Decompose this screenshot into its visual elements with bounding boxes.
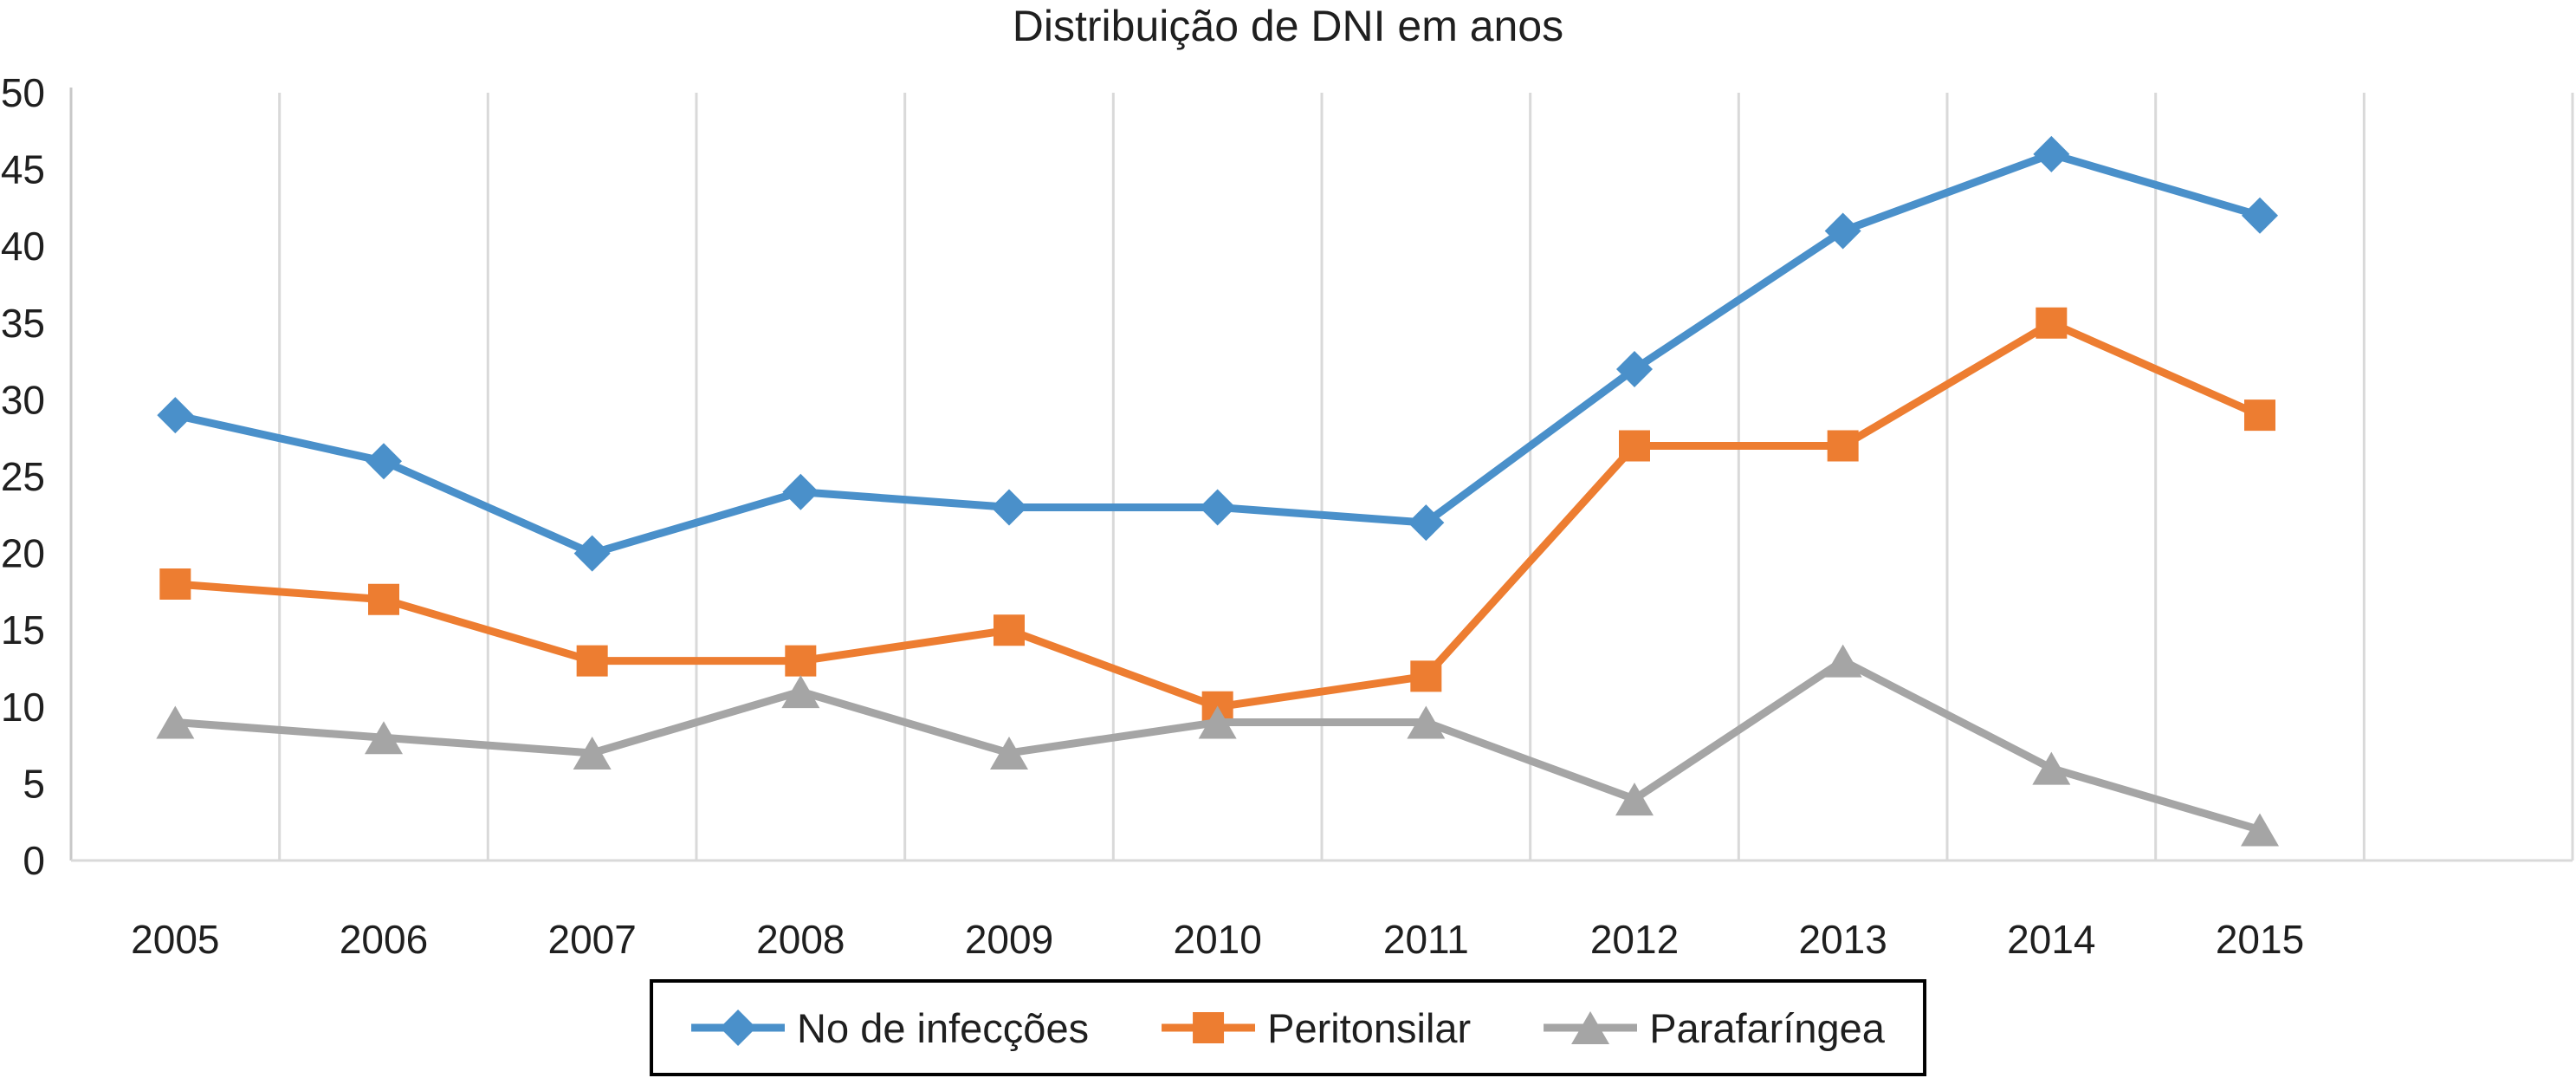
- data-point-parafar-ngea-2011: [1407, 705, 1446, 739]
- legend: No de infecções Peritonsilar Parafaríngea: [650, 979, 1926, 1076]
- x-axis-label: 2009: [965, 917, 1053, 962]
- data-point-no-de-infec-es-2005: [157, 397, 194, 434]
- data-point-parafar-ngea-2014: [2032, 751, 2071, 785]
- legend-item-parafar-ngea: Parafaríngea: [1544, 1003, 1885, 1053]
- data-point-no-de-infec-es-2015: [2242, 197, 2278, 234]
- data-point-no-de-infec-es-2009: [991, 489, 1027, 526]
- legend-label: Peritonsilar: [1267, 1004, 1472, 1051]
- data-point-peritonsilar-2006: [368, 583, 399, 615]
- y-tick-label: 30: [1, 377, 45, 422]
- data-point-no-de-infec-es-2007: [573, 535, 611, 572]
- data-point-peritonsilar-2009: [994, 614, 1025, 646]
- y-tick-label: 10: [1, 685, 45, 730]
- legend-item-peritonsilar: Peritonsilar: [1162, 1003, 1471, 1053]
- data-point-peritonsilar-2013: [1827, 430, 1859, 462]
- x-axis-label: 2007: [547, 917, 636, 962]
- data-point-parafar-ngea-2005: [156, 705, 195, 739]
- diamond-marker-icon: [691, 1010, 786, 1046]
- y-tick-label: 0: [23, 838, 45, 883]
- y-tick-label: 25: [1, 454, 45, 499]
- legend-item-no-de-infec-es: No de infecções: [691, 1003, 1089, 1053]
- data-point-parafar-ngea-2015: [2241, 813, 2279, 847]
- x-axis-label: 2012: [1590, 917, 1679, 962]
- legend-label: Parafaríngea: [1649, 1004, 1885, 1051]
- square-marker-icon: [1162, 1012, 1256, 1043]
- y-tick-label: 40: [1, 224, 45, 269]
- x-axis-label: 2013: [1798, 917, 1887, 962]
- y-tick-label: 15: [1, 607, 45, 653]
- data-point-no-de-infec-es-2006: [366, 443, 402, 480]
- data-point-no-de-infec-es-2010: [1199, 489, 1236, 526]
- data-point-no-de-infec-es-2012: [1616, 350, 1653, 387]
- data-point-no-de-infec-es-2014: [2033, 135, 2070, 172]
- y-tick-label: 35: [1, 301, 45, 346]
- data-point-peritonsilar-2011: [1410, 660, 1442, 692]
- data-point-parafar-ngea-2009: [990, 736, 1028, 770]
- x-axis-label: 2015: [2216, 917, 2304, 962]
- x-axis-label: 2014: [2007, 917, 2095, 962]
- triangle-marker-icon: [1544, 1011, 1638, 1044]
- data-point-no-de-infec-es-2013: [1824, 212, 1861, 250]
- chart-title: Distribuição de DNI em anos: [1012, 2, 1564, 50]
- data-point-peritonsilar-2005: [159, 568, 191, 601]
- data-point-parafar-ngea-2010: [1198, 705, 1237, 739]
- data-point-no-de-infec-es-2008: [782, 473, 819, 510]
- data-point-parafar-ngea-2006: [365, 721, 403, 755]
- data-point-no-de-infec-es-2011: [1408, 504, 1445, 542]
- y-tick-label: 20: [1, 531, 45, 576]
- data-point-peritonsilar-2008: [785, 645, 817, 677]
- data-point-peritonsilar-2014: [2036, 307, 2068, 339]
- x-axis-label: 2008: [756, 917, 845, 962]
- y-tick-label: 5: [23, 761, 45, 806]
- data-point-parafar-ngea-2013: [1823, 644, 1862, 678]
- data-point-peritonsilar-2012: [1619, 430, 1650, 462]
- data-point-peritonsilar-2015: [2244, 399, 2275, 432]
- x-axis-label: 2006: [340, 917, 428, 962]
- data-point-peritonsilar-2007: [576, 645, 608, 677]
- data-point-parafar-ngea-2012: [1615, 783, 1654, 816]
- y-tick-label: 50: [1, 70, 45, 115]
- legend-label: No de infecções: [797, 1004, 1090, 1051]
- y-tick-label: 45: [1, 147, 45, 192]
- data-point-parafar-ngea-2008: [781, 675, 820, 709]
- x-axis-label: 2011: [1383, 917, 1469, 962]
- x-axis-label: 2005: [131, 917, 219, 962]
- data-point-parafar-ngea-2007: [573, 736, 612, 770]
- x-axis-label: 2010: [1173, 917, 1261, 962]
